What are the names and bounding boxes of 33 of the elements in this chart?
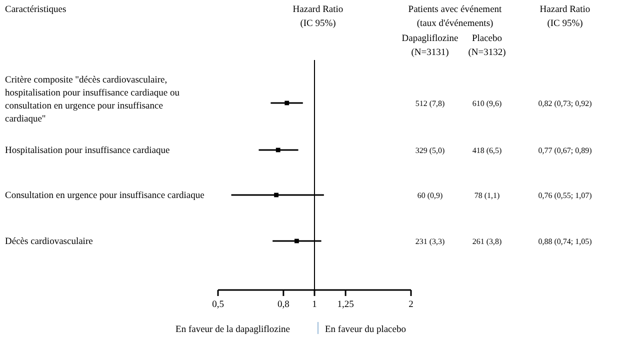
x-axis-title: Hazard Ratio (IC 95%) xyxy=(292,5,344,29)
y-tick-label: Hospitalisation pour insuffisance cardiaque xyxy=(5,146,170,156)
y-tick-label: Décès cardiovasculaire xyxy=(5,237,93,247)
text: 60 (0,9) xyxy=(417,191,443,200)
point xyxy=(274,192,278,198)
x-tick-label: 0,8 xyxy=(277,300,290,310)
text: 261 (3,8) xyxy=(472,237,502,246)
y-tick-label: Critère composite "décès cardiovasculaire, hospitalisation pour insuffisance cardiaque ou consultation en urgence pour insuffisance cardiaque" xyxy=(5,76,180,124)
text: Caractéristiques xyxy=(5,5,66,15)
point xyxy=(294,238,299,244)
text: Hazard Ratio (IC 95%) xyxy=(540,5,590,29)
y-tick-label: Consultation en urgence pour insuffisance cardiaque xyxy=(5,191,204,201)
text: 418 (6,5) xyxy=(472,146,502,155)
x-tick-label: 2 xyxy=(408,300,414,310)
text: 512 (7,8) xyxy=(415,99,445,108)
data-label: 0,77 (0,67; 0,89) xyxy=(538,146,592,155)
text: Patients avec événement (taux d'événements) xyxy=(408,5,502,29)
data-label: 0,82 (0,73; 0,92) xyxy=(538,99,592,108)
text: 231 (3,3) xyxy=(415,237,445,246)
point xyxy=(284,100,290,106)
data-label: 0,88 (0,74; 1,05) xyxy=(538,237,592,246)
text: 329 (5,0) xyxy=(415,146,445,155)
text: 78 (1,1) xyxy=(474,191,500,200)
text: 610 (9,6) xyxy=(472,99,502,108)
x-tick-label: 1,25 xyxy=(337,300,354,310)
x-tick-label: 0,5 xyxy=(212,300,224,310)
text: En faveur de la dapagliflozine xyxy=(176,325,290,335)
text: En faveur du placebo xyxy=(325,325,406,335)
point xyxy=(276,148,280,152)
data-label: 0,76 (0,55; 1,07) xyxy=(538,191,592,200)
x-tick-label: 1 xyxy=(312,300,318,310)
text: Dapagliflozine (N=3131) xyxy=(402,34,458,58)
text: Placebo (N=3132) xyxy=(468,34,506,58)
